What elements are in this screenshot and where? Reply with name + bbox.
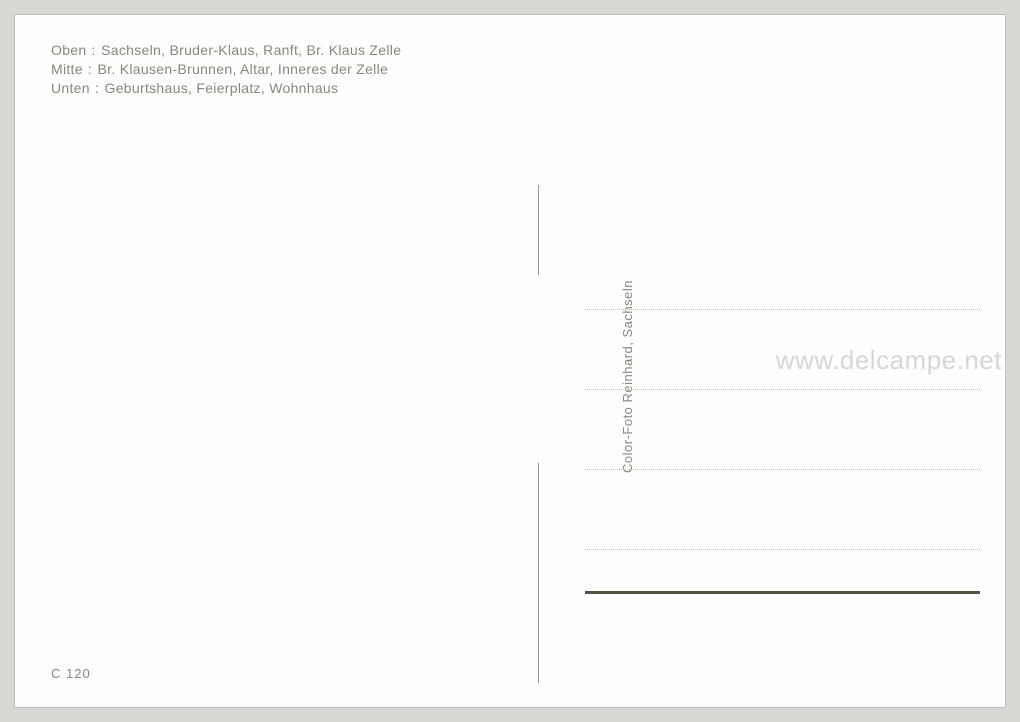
center-divider-top: [538, 185, 539, 275]
caption-prefix-1: Oben: [51, 42, 86, 58]
caption-line-3: Unten : Geburtshaus, Feierplatz, Wohnhau…: [51, 79, 401, 98]
address-line-3: [585, 469, 980, 470]
caption-line-2: Mitte : Br. Klausen-Brunnen, Altar, Inne…: [51, 60, 401, 79]
watermark-text: www.delcampe.net: [776, 345, 1002, 376]
address-line-4: [585, 549, 980, 550]
caption-description: Oben : Sachseln, Bruder-Klaus, Ranft, Br…: [51, 41, 401, 98]
caption-text-1: Sachseln, Bruder-Klaus, Ranft, Br. Klaus…: [101, 42, 401, 58]
center-divider-bottom: [538, 463, 539, 683]
caption-line-1: Oben : Sachseln, Bruder-Klaus, Ranft, Br…: [51, 41, 401, 60]
caption-text-2: Br. Klausen-Brunnen, Altar, Inneres der …: [98, 61, 389, 77]
caption-text-3: Geburtshaus, Feierplatz, Wohnhaus: [105, 80, 339, 96]
caption-prefix-2: Mitte: [51, 61, 83, 77]
product-code: C 120: [51, 666, 91, 681]
address-line-2: [585, 389, 980, 390]
caption-prefix-3: Unten: [51, 80, 90, 96]
address-line-1: [585, 309, 980, 310]
address-underline: [585, 591, 980, 594]
